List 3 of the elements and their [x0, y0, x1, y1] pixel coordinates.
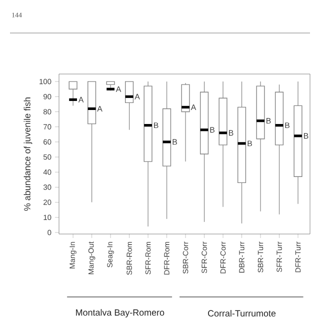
y-axis-title: % abundance of juvenile fish [24, 98, 32, 211]
text: Corral-Turrumote [208, 310, 276, 317]
text: Montalva Bay-Romero [76, 309, 164, 318]
